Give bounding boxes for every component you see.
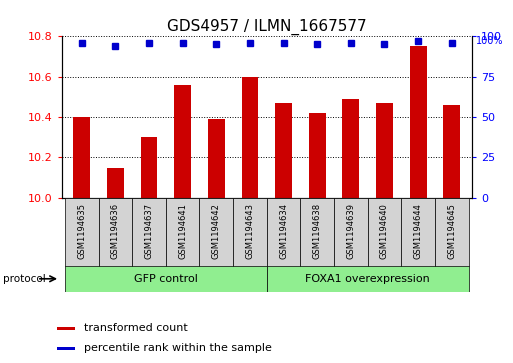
Text: protocol: protocol	[3, 274, 45, 284]
FancyBboxPatch shape	[401, 198, 435, 267]
Text: percentile rank within the sample: percentile rank within the sample	[84, 343, 272, 353]
Text: GSM1194636: GSM1194636	[111, 203, 120, 260]
Text: GSM1194641: GSM1194641	[178, 203, 187, 259]
Text: GSM1194639: GSM1194639	[346, 203, 356, 259]
Bar	[410, 46, 426, 198]
Text: GSM1194635: GSM1194635	[77, 203, 86, 259]
FancyBboxPatch shape	[65, 266, 267, 292]
Text: 100%: 100%	[476, 36, 504, 46]
FancyBboxPatch shape	[301, 198, 334, 267]
Text: GSM1194634: GSM1194634	[279, 203, 288, 259]
Text: GSM1194645: GSM1194645	[447, 203, 456, 259]
Text: FOXA1 overexpression: FOXA1 overexpression	[305, 274, 430, 284]
Text: GSM1194638: GSM1194638	[313, 203, 322, 260]
Bar	[208, 119, 225, 198]
Text: transformed count: transformed count	[84, 323, 188, 333]
FancyBboxPatch shape	[200, 198, 233, 267]
FancyBboxPatch shape	[98, 198, 132, 267]
Text: GSM1194637: GSM1194637	[145, 203, 153, 260]
Bar	[107, 168, 124, 198]
Bar	[275, 103, 292, 198]
FancyBboxPatch shape	[435, 198, 468, 267]
FancyBboxPatch shape	[233, 198, 267, 267]
FancyBboxPatch shape	[267, 266, 468, 292]
Bar	[376, 103, 393, 198]
Bar	[141, 137, 157, 198]
Bar	[309, 113, 326, 198]
Bar	[242, 77, 259, 198]
Text: GSM1194644: GSM1194644	[413, 203, 423, 259]
Text: GFP control: GFP control	[134, 274, 198, 284]
FancyBboxPatch shape	[166, 198, 200, 267]
FancyBboxPatch shape	[65, 198, 98, 267]
Bar	[57, 327, 75, 330]
FancyBboxPatch shape	[132, 198, 166, 267]
Text: GSM1194643: GSM1194643	[245, 203, 254, 259]
Title: GDS4957 / ILMN_1667577: GDS4957 / ILMN_1667577	[167, 19, 367, 35]
Bar	[343, 99, 359, 198]
Bar	[73, 117, 90, 198]
Text: GSM1194642: GSM1194642	[212, 203, 221, 259]
Text: GSM1194640: GSM1194640	[380, 203, 389, 259]
Bar	[174, 85, 191, 198]
FancyBboxPatch shape	[267, 198, 301, 267]
FancyBboxPatch shape	[368, 198, 401, 267]
Bar	[57, 347, 75, 350]
Bar	[443, 105, 460, 198]
FancyBboxPatch shape	[334, 198, 368, 267]
